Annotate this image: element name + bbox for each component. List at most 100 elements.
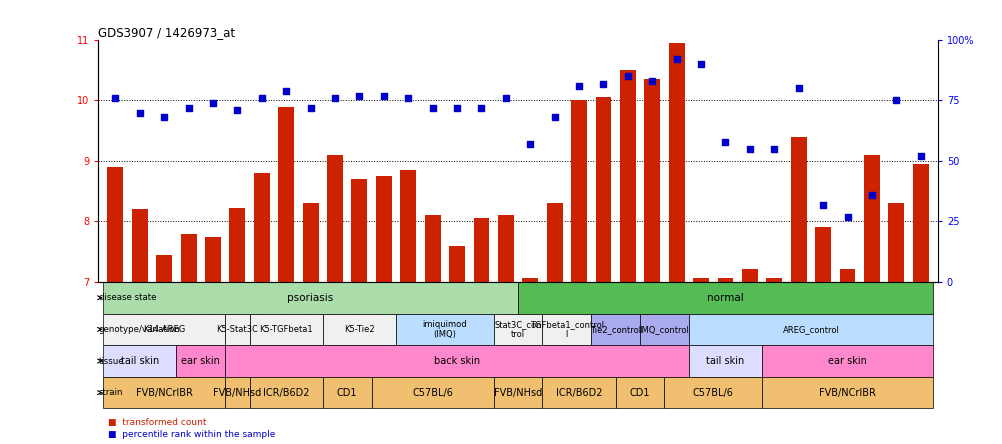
Text: Tie2_control: Tie2_control (589, 325, 640, 334)
Bar (103, 282, 517, 313)
Bar (351, 179, 367, 282)
Point (595, 80, 611, 87)
Bar (254, 173, 270, 282)
Bar (643, 79, 659, 282)
Point (424, 104, 440, 111)
Point (815, 201, 831, 208)
Text: normal: normal (706, 293, 743, 303)
Text: strain: strain (98, 388, 123, 397)
Text: TGFbeta1_control
l: TGFbeta1_control l (529, 320, 603, 339)
Bar (103, 313, 225, 345)
Point (327, 95, 343, 102)
Point (254, 95, 270, 102)
Point (863, 191, 879, 198)
Point (229, 107, 245, 114)
Text: ■  percentile rank within the sample: ■ percentile rank within the sample (108, 430, 276, 439)
Point (716, 138, 732, 145)
Bar (912, 164, 928, 282)
Bar (107, 167, 123, 282)
Bar (716, 278, 732, 282)
Text: tail skin: tail skin (120, 356, 158, 366)
Bar (493, 377, 542, 408)
Bar (542, 313, 590, 345)
Point (766, 145, 782, 152)
Bar (688, 313, 932, 345)
Bar (303, 203, 319, 282)
Point (180, 104, 196, 111)
Point (351, 92, 367, 99)
Bar (131, 210, 147, 282)
Text: back skin: back skin (434, 356, 480, 366)
Text: IMQ_control: IMQ_control (639, 325, 688, 334)
Bar (663, 377, 762, 408)
Bar (570, 100, 586, 282)
Bar (323, 377, 372, 408)
Bar (278, 107, 294, 282)
Bar (323, 313, 396, 345)
Point (473, 104, 489, 111)
Bar (424, 215, 440, 282)
Point (156, 114, 172, 121)
Text: ICR/B6D2: ICR/B6D2 (555, 388, 602, 398)
Bar (888, 203, 904, 282)
Bar (225, 345, 688, 377)
Point (643, 78, 659, 85)
Point (376, 92, 392, 99)
Text: imiquimod
(IMQ): imiquimod (IMQ) (422, 320, 467, 339)
Bar (668, 43, 684, 282)
Bar (156, 255, 172, 282)
Bar (688, 345, 762, 377)
Bar (229, 208, 245, 282)
Bar (372, 377, 493, 408)
Point (912, 153, 928, 160)
Bar (204, 237, 220, 282)
Bar (180, 234, 196, 282)
Text: ear skin: ear skin (181, 356, 220, 366)
Bar (473, 218, 489, 282)
Bar (542, 377, 615, 408)
Bar (449, 246, 465, 282)
Point (131, 109, 147, 116)
Text: C57BL/6: C57BL/6 (412, 388, 453, 398)
Bar (518, 282, 932, 313)
Text: genotype/variation: genotype/variation (98, 325, 180, 334)
Text: AREG_control: AREG_control (782, 325, 839, 334)
Bar (692, 278, 708, 282)
Point (522, 140, 538, 147)
Bar (619, 70, 635, 282)
Bar (741, 269, 758, 282)
Bar (639, 313, 688, 345)
Text: tissue: tissue (98, 357, 124, 365)
Text: FVB/NCrIBR: FVB/NCrIBR (135, 388, 192, 398)
Point (107, 95, 123, 102)
Point (839, 213, 855, 220)
Point (570, 83, 586, 90)
Text: GDS3907 / 1426973_at: GDS3907 / 1426973_at (98, 26, 235, 39)
Point (303, 104, 319, 111)
Point (278, 87, 294, 94)
Text: K14-AREG: K14-AREG (143, 325, 185, 334)
Text: ICR/B6D2: ICR/B6D2 (263, 388, 310, 398)
Bar (396, 313, 493, 345)
Point (888, 97, 904, 104)
Text: ■  transformed count: ■ transformed count (108, 418, 206, 427)
Bar (595, 97, 611, 282)
Point (204, 99, 220, 107)
Bar (327, 155, 343, 282)
Text: CD1: CD1 (337, 388, 357, 398)
Bar (176, 345, 225, 377)
Bar (766, 278, 782, 282)
Bar (762, 377, 932, 408)
Bar (225, 313, 249, 345)
Point (668, 56, 684, 63)
Text: psoriasis: psoriasis (288, 293, 334, 303)
Bar (615, 377, 663, 408)
Point (497, 95, 513, 102)
Text: Stat3C_con
trol: Stat3C_con trol (494, 320, 541, 339)
Point (619, 73, 635, 80)
Point (449, 104, 465, 111)
Bar (815, 227, 831, 282)
Text: FVB/NHsd: FVB/NHsd (213, 388, 262, 398)
Bar (225, 377, 249, 408)
Bar (249, 377, 323, 408)
